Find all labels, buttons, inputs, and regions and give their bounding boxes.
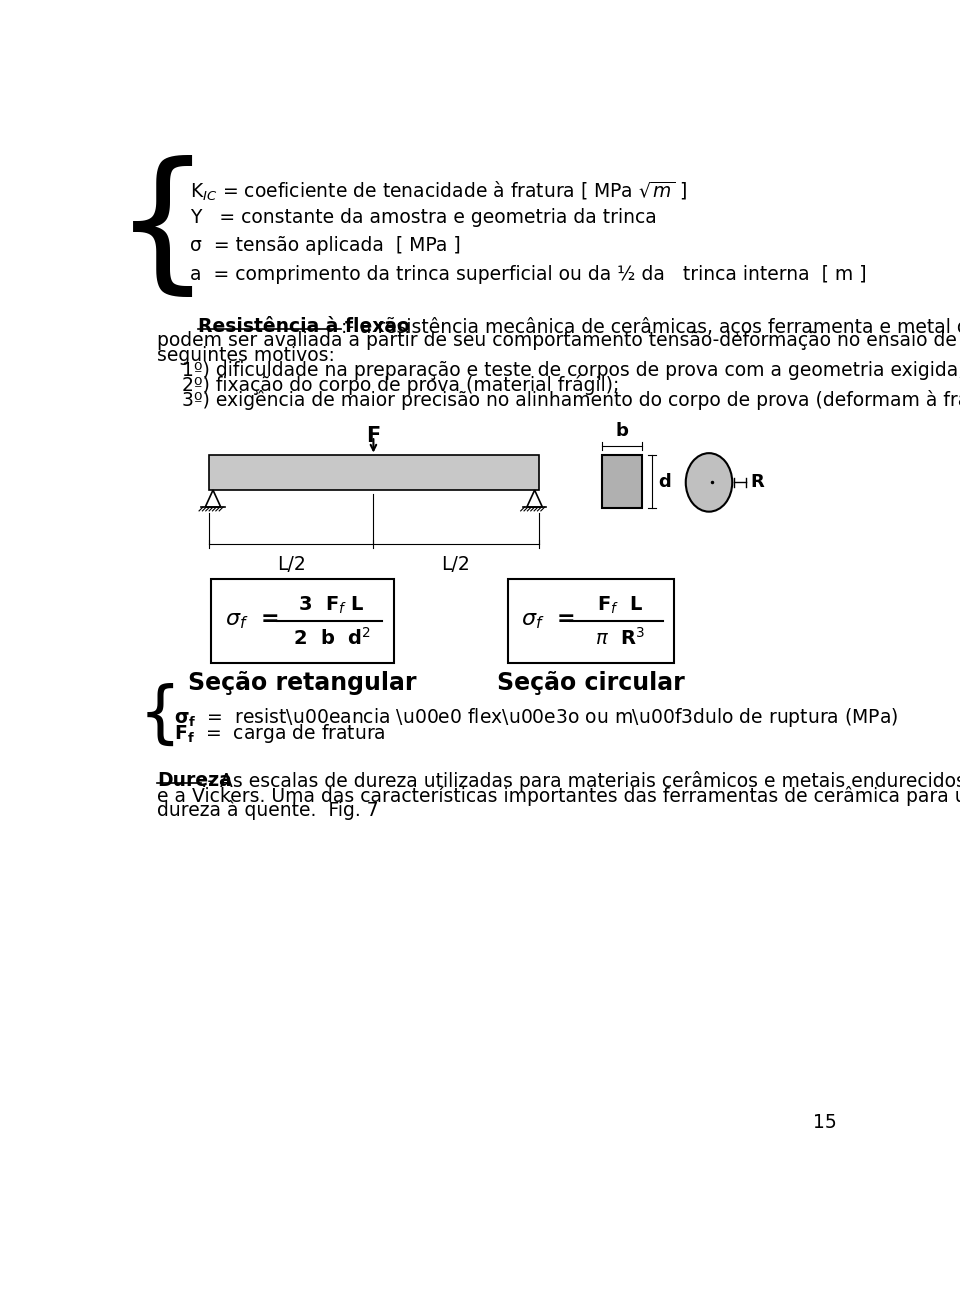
Text: 2  b  d$^2$: 2 b d$^2$ — [293, 627, 371, 649]
Text: 15: 15 — [813, 1112, 837, 1131]
Text: Resistência à flexão: Resistência à flexão — [198, 317, 409, 336]
Text: dureza à quente.  Fig. 7: dureza à quente. Fig. 7 — [157, 800, 379, 821]
Bar — [209, 455, 539, 490]
Text: b: b — [615, 422, 629, 440]
Text: Dureza: Dureza — [157, 771, 232, 790]
Text: {: { — [139, 683, 181, 749]
Text: :- a resistência mecânica de cerâmicas, aços ferramenta e metal duro não: :- a resistência mecânica de cerâmicas, … — [341, 317, 960, 337]
Text: $\pi$  R$^3$: $\pi$ R$^3$ — [595, 627, 645, 649]
Text: Seção circular: Seção circular — [497, 671, 684, 696]
Text: $\mathbf{\sigma_f}$  =  resist\u00eancia \u00e0 flex\u00e3o ou m\u00f3dulo de ru: $\mathbf{\sigma_f}$ = resist\u00eancia \… — [175, 706, 899, 729]
Text: F$_f$  L: F$_f$ L — [597, 595, 643, 617]
Text: 1º) dificuldade na preparação e teste de corpos de prova com a geometria exigida: 1º) dificuldade na preparação e teste de… — [182, 361, 960, 380]
Bar — [211, 579, 394, 663]
Text: d: d — [658, 473, 671, 490]
Text: 2º) fixação do corpo de prova (material frágil);: 2º) fixação do corpo de prova (material … — [182, 375, 619, 396]
Text: σ  = tensão aplicada  [ MPa ]: σ = tensão aplicada [ MPa ] — [190, 237, 461, 255]
Text: $\mathbf{F_f}$  =  carga de fratura: $\mathbf{F_f}$ = carga de fratura — [175, 721, 386, 745]
Text: 3º) exigência de maior precisão no alinhamento do corpo de prova (deformam à fra: 3º) exigência de maior precisão no alinh… — [182, 390, 960, 410]
Ellipse shape — [685, 453, 732, 512]
Text: L/2: L/2 — [442, 555, 470, 574]
Text: $\sigma_f$  =: $\sigma_f$ = — [226, 612, 279, 631]
Text: a  = comprimento da trinca superficial ou da ½ da   trinca interna  [ m ]: a = comprimento da trinca superficial ou… — [190, 265, 866, 283]
Text: $\sigma_f$  =: $\sigma_f$ = — [521, 612, 575, 631]
Text: Seção retangular: Seção retangular — [188, 671, 417, 696]
Text: {: { — [114, 155, 211, 304]
Text: e a Vickers. Uma das características importantes das ferramentas de cerâmica par: e a Vickers. Uma das características imp… — [157, 786, 960, 806]
Text: 3  F$_f$ L: 3 F$_f$ L — [299, 595, 365, 617]
Text: Y   = constante da amostra e geometria da trinca: Y = constante da amostra e geometria da … — [190, 207, 657, 226]
Text: R: R — [750, 473, 764, 491]
Bar — [508, 579, 674, 663]
Text: :- As escalas de dureza utilizadas para materiais cerâmicos e metais endurecidos: :- As escalas de dureza utilizadas para … — [201, 771, 960, 791]
Text: seguintes motivos:: seguintes motivos: — [157, 347, 335, 365]
Text: L/2: L/2 — [276, 555, 305, 574]
Text: podem ser avaliada a partir de seu comportamento tensão-deformação no ensaio de : podem ser avaliada a partir de seu compo… — [157, 331, 960, 350]
Text: F: F — [367, 427, 380, 446]
Bar — [602, 455, 642, 508]
Text: K$_{IC}$ = coeficiente de tenacidade à fratura [ MPa $\sqrt{m}$ ]: K$_{IC}$ = coeficiente de tenacidade à f… — [190, 180, 686, 203]
